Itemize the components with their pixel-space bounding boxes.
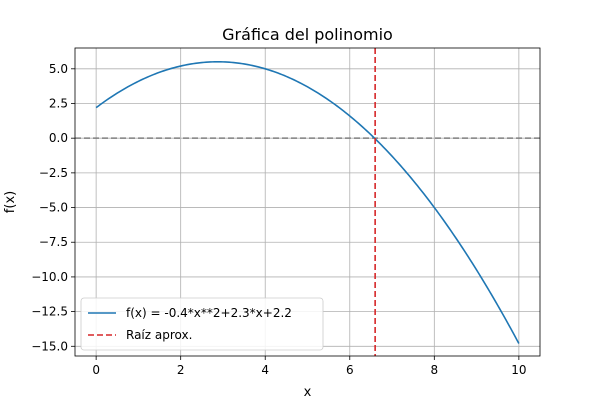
legend: f(x) = -0.4*x**2+2.3*x+2.2 Raíz aprox. <box>80 297 324 351</box>
ticks-layer: 0 2 4 6 8 10 5.0 2.5 0.0 −2.5 −5.0 −7.5 −10.0 −12.5 −1… <box>31 62 526 377</box>
x-tick-label: 8 <box>430 363 438 377</box>
y-tick-label: −10.0 <box>31 270 68 284</box>
chart-title: Gráfica del polinomio <box>222 25 393 44</box>
y-tick-label: −12.5 <box>31 305 68 319</box>
y-tick-label: 5.0 <box>49 62 68 76</box>
x-tick-label: 10 <box>511 363 526 377</box>
x-tick-label: 6 <box>346 363 354 377</box>
x-tick-label: 0 <box>92 363 100 377</box>
series-layer <box>75 48 540 356</box>
legend-label-polynomial: f(x) = -0.4*x**2+2.3*x+2.2 <box>126 306 292 320</box>
y-tick-label: −2.5 <box>39 166 68 180</box>
y-tick-label: 0.0 <box>49 131 68 145</box>
polynomial-curve <box>95 60 520 344</box>
y-tick-label: −5.0 <box>39 201 68 215</box>
y-tick-label: −7.5 <box>39 235 68 249</box>
x-tick-label: 4 <box>261 363 269 377</box>
plot-frame <box>74 47 541 357</box>
legend-label-root: Raíz aprox. <box>126 328 192 342</box>
y-tick-label: 2.5 <box>49 96 68 110</box>
x-tick-label: 2 <box>177 363 185 377</box>
y-axis-label: f(x) <box>3 191 18 213</box>
legend-box <box>80 297 324 351</box>
x-axis-label: x <box>304 385 312 400</box>
y-tick-label: −15.0 <box>31 339 68 353</box>
